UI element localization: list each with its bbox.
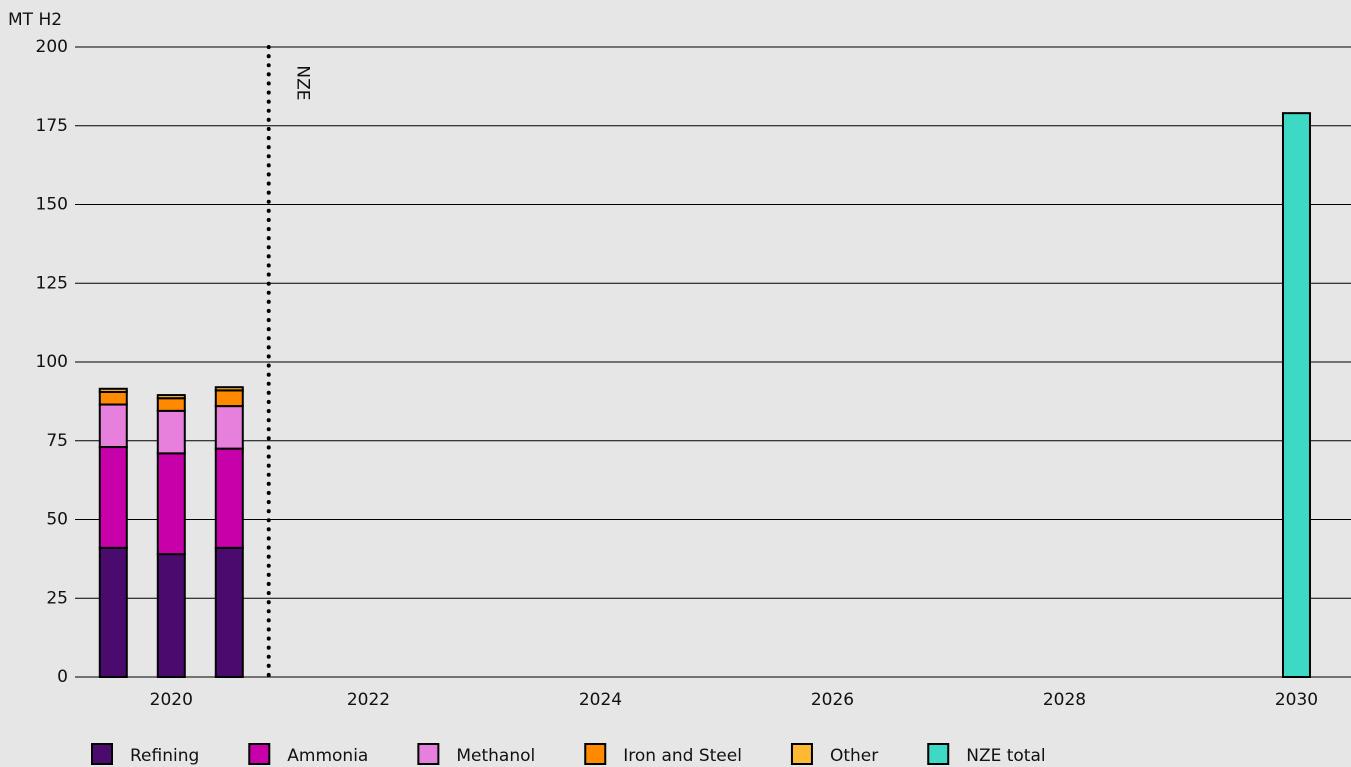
bar-segment [98,446,128,549]
bar-segment [214,389,244,408]
y-tick-label: 200 [36,37,68,57]
legend-swatch [584,743,607,765]
bar-segment [1281,112,1311,678]
y-tick-label: 75 [46,431,68,451]
legend-swatch [790,743,813,765]
x-tick-label: 2020 [150,690,193,710]
bar-segment [98,387,128,393]
bar-segment [156,452,186,556]
y-tick-label: 150 [36,195,68,215]
legend-swatch [927,743,950,765]
legend-swatch [248,743,271,765]
legend-label: Iron and Steel [623,746,742,766]
y-tick-label: 125 [36,273,68,293]
x-tick-label: 2024 [579,690,622,710]
bar-segment [214,386,244,392]
legend-swatch [417,743,440,765]
y-tick-label: 50 [46,510,68,530]
bar-segment [156,397,186,412]
bar-segment [156,394,186,400]
bar-segment [98,390,128,406]
bar-segment [98,403,128,449]
y-tick-label: 25 [46,588,68,608]
bar-segment [98,546,128,678]
bar-segment [156,553,186,679]
legend-label: Refining [130,746,199,766]
y-tick-label: 0 [57,667,68,687]
legend-label: Other [830,746,878,766]
legend-label: NZE total [966,746,1045,766]
x-tick-label: 2022 [347,690,390,710]
legend-label: Ammonia [287,746,368,766]
x-tick-label: 2028 [1043,690,1086,710]
y-tick-label: 100 [36,352,68,372]
annotation: NZE [293,65,313,100]
y-axis-label: MT H2 [8,10,62,30]
bar-segment [214,405,244,450]
legend-label: Methanol [456,746,535,766]
bar-segment [214,447,244,549]
x-tick-label: 2026 [811,690,854,710]
bar-segment [214,546,244,678]
legend-swatch [91,743,113,765]
x-tick-label: 2030 [1275,690,1318,710]
y-tick-label: 175 [36,116,68,136]
bar-segment [156,409,186,455]
